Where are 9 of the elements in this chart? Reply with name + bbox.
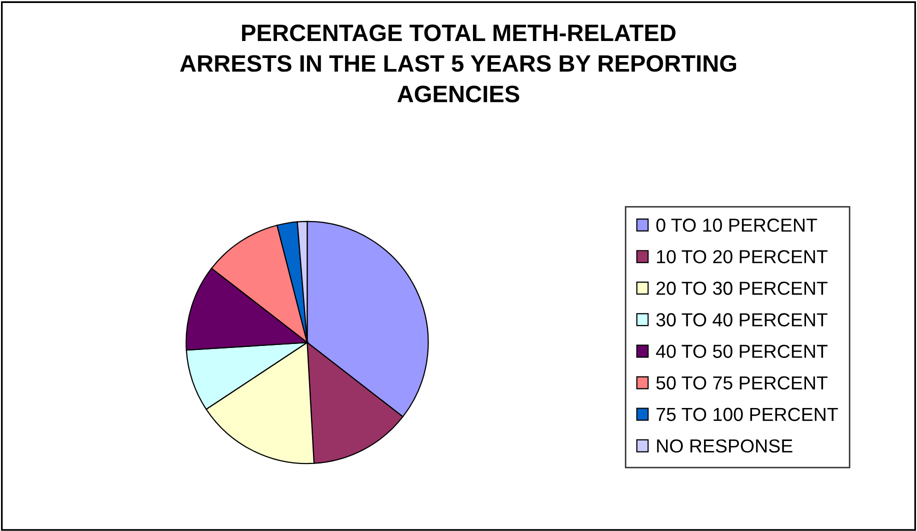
legend-label: 10 TO 20 PERCENT: [657, 250, 828, 264]
legend-label: 0 TO 10 PERCENT: [656, 218, 818, 232]
legend-label: 50 TO 75 PERCENT: [656, 376, 828, 390]
legend-label: NO RESPONSE: [657, 439, 792, 453]
legend-label: 40 TO 50 PERCENT: [656, 344, 828, 358]
legend-label: 75 TO 100 PERCENT: [656, 408, 838, 422]
legend-label: 20 TO 30 PERCENT: [656, 282, 828, 295]
legend-label: 30 TO 40 PERCENT: [656, 313, 828, 326]
chart-title: PERCENTAGE TOTAL METH-RELATED ARRESTS IN THE LAST 5 YEARS BY REPORTING AGENCIES: [180, 24, 736, 102]
